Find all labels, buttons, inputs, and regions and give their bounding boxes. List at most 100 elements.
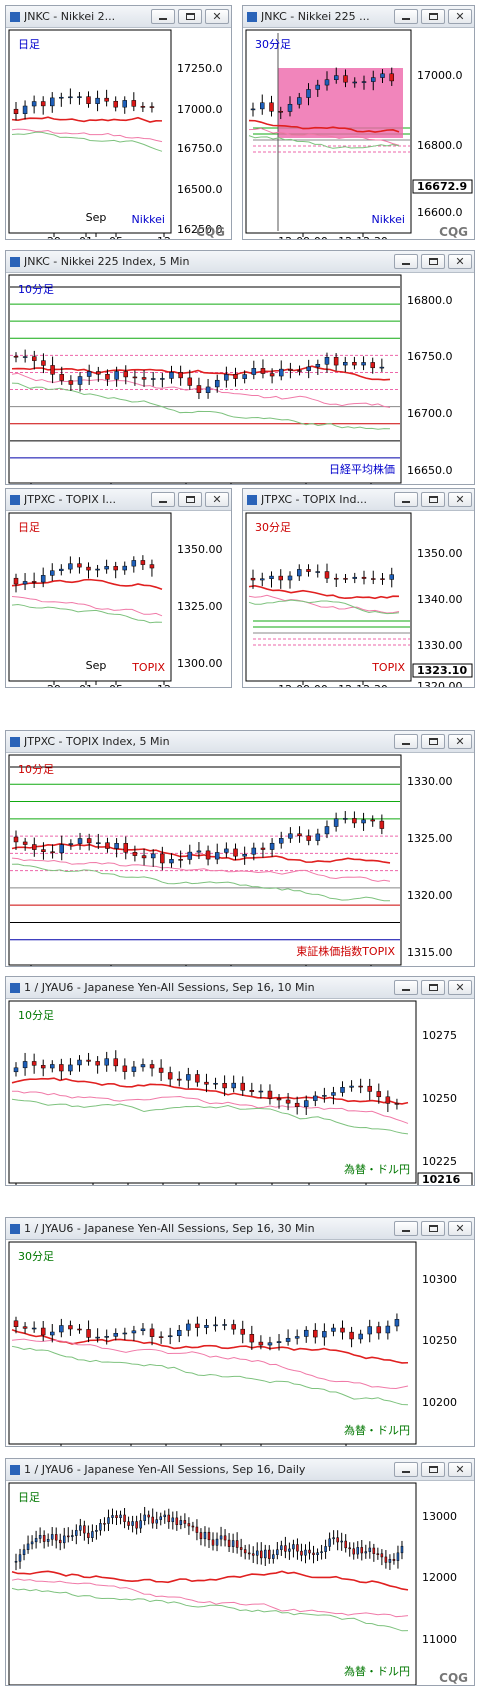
window-titlebar[interactable]: JTPXC - TOPIX Index, 5 Min ✕ xyxy=(6,731,474,753)
close-button[interactable]: ✕ xyxy=(205,492,229,507)
price-chart[interactable]: 日足 TOPIX 1350.00 1325.00 1300.00 29 01 05 Sep 12 xyxy=(6,511,231,687)
minimize-button[interactable] xyxy=(394,254,418,269)
chart-area[interactable]: 10分足為替・ドル円102751025010225102161020012-07… xyxy=(6,999,474,1185)
chart-window-p3[interactable]: JNKC - Nikkei 225 Index, 5 Min ✕ 10分足 日経平… xyxy=(5,250,475,485)
price-chart[interactable]: 30分足 Nikkei 17000.0 16800.0 16672.9 16600.0 12… xyxy=(243,28,474,239)
maximize-button[interactable] xyxy=(421,980,445,995)
maximize-button[interactable] xyxy=(421,1462,445,1477)
candle xyxy=(324,79,330,86)
window-titlebar[interactable]: JNKC - Nikkei 225 ... ✕ xyxy=(243,6,474,28)
maximize-button[interactable] xyxy=(421,492,445,507)
window-titlebar[interactable]: JTPXC - TOPIX Ind... ✕ xyxy=(243,489,474,511)
candle xyxy=(231,1082,236,1089)
window-titlebar[interactable]: JNKC - Nikkei 2... ✕ xyxy=(6,6,231,28)
window-titlebar[interactable]: 1 / JYAU6 - Japanese Yen-All Sessions, S… xyxy=(6,977,474,999)
candle xyxy=(389,574,394,580)
maximize-button[interactable] xyxy=(421,1221,445,1236)
candle xyxy=(242,854,247,857)
price-chart[interactable]: 30分足為替・ドル円10300102501020013:0019:009-21:… xyxy=(6,1240,474,1446)
minimize-button[interactable] xyxy=(394,1221,418,1236)
window-titlebar[interactable]: 1 / JYAU6 - Japanese Yen-All Sessions, S… xyxy=(6,1218,474,1240)
chart-window-p4[interactable]: JTPXC - TOPIX I... ✕ 日足 TOPIX 1350.00 1325.… xyxy=(5,488,232,688)
window-title: 1 / JYAU6 - Japanese Yen-All Sessions, S… xyxy=(24,1222,315,1235)
minimize-button[interactable] xyxy=(394,492,418,507)
candle xyxy=(349,1331,354,1340)
close-button[interactable]: ✕ xyxy=(205,9,229,24)
close-button[interactable]: ✕ xyxy=(448,254,472,269)
price-chart[interactable]: 10分足為替・ドル円102751025010225102161020012-07… xyxy=(6,999,474,1185)
chart-area[interactable]: 30分足 Nikkei 17000.0 16800.0 16672.9 16600.0 12… xyxy=(243,28,474,239)
app-icon xyxy=(10,982,20,993)
close-button[interactable]: ✕ xyxy=(448,1462,472,1477)
candle xyxy=(86,566,91,571)
maximize-button[interactable] xyxy=(421,254,445,269)
candle xyxy=(140,1328,146,1331)
chart-window-p1[interactable]: JNKC - Nikkei 2... ✕ 日足 Nikkei 17250.0 1700… xyxy=(5,5,232,240)
window-titlebar[interactable]: JTPXC - TOPIX I... ✕ xyxy=(6,489,231,511)
maximize-button[interactable] xyxy=(421,734,445,749)
candle xyxy=(54,1534,58,1541)
chart-area[interactable]: 10分足日経平均株価16800.016750.016700.016650.016… xyxy=(6,273,474,484)
chart-window-p2[interactable]: JNKC - Nikkei 225 ... ✕ 30分足 Nikkei 17000.… xyxy=(242,5,475,240)
x-axis-tick: 12 xyxy=(157,235,171,239)
candle xyxy=(315,571,320,573)
candle xyxy=(297,569,302,577)
candle xyxy=(303,1329,309,1337)
close-button[interactable]: ✕ xyxy=(448,734,472,749)
maximize-button[interactable] xyxy=(178,492,202,507)
minimize-button[interactable] xyxy=(151,9,175,24)
candle xyxy=(205,386,211,393)
chart-window-p7[interactable]: 1 / JYAU6 - Japanese Yen-All Sessions, S… xyxy=(5,976,475,1186)
chart-area[interactable]: 日足 TOPIX 1350.00 1325.00 1300.00 29 01 05 Sep 12 xyxy=(6,511,231,687)
maximize-button[interactable] xyxy=(421,9,445,24)
candle xyxy=(187,377,193,386)
candle xyxy=(167,1072,173,1080)
chart-window-p9[interactable]: 1 / JYAU6 - Japanese Yen-All Sessions, S… xyxy=(5,1458,475,1686)
minimize-button[interactable] xyxy=(394,1462,418,1477)
candle xyxy=(149,1328,155,1337)
chart-area[interactable]: 30分足 TOPIX 1350.00 1340.00 1330.00 1323.10 132… xyxy=(243,511,474,687)
minimize-button[interactable] xyxy=(151,492,175,507)
candle xyxy=(22,356,28,358)
minimize-button[interactable] xyxy=(394,980,418,995)
chart-window-p5[interactable]: JTPXC - TOPIX Ind... ✕ 30分足 TOPIX 1350.00 1… xyxy=(242,488,475,688)
candle xyxy=(306,89,311,98)
window-titlebar[interactable]: JNKC - Nikkei 225 Index, 5 Min ✕ xyxy=(6,251,474,273)
candle xyxy=(269,842,275,850)
price-chart[interactable]: 日足 Nikkei 17250.0 17000.0 16750.0 16500.0 1625… xyxy=(6,28,231,239)
candle xyxy=(260,102,265,110)
close-button[interactable]: ✕ xyxy=(448,980,472,995)
close-icon: ✕ xyxy=(455,735,465,748)
close-button[interactable]: ✕ xyxy=(448,1221,472,1236)
price-chart[interactable]: 10分足日経平均株価16800.016750.016700.016650.016… xyxy=(6,273,474,484)
chart-area[interactable]: 30分足為替・ドル円10300102501020013:0019:009-21:… xyxy=(6,1240,474,1446)
chart-area[interactable]: 10分足 東証株価指数TOPIX 1330.00 1325.00 1320.00 1315… xyxy=(6,753,474,966)
candle xyxy=(178,859,183,861)
chart-window-p6[interactable]: JTPXC - TOPIX Index, 5 Min ✕ 10分足 東証株価指数T… xyxy=(5,730,475,967)
candle xyxy=(77,376,83,385)
close-button[interactable]: ✕ xyxy=(448,492,472,507)
timeframe-label: 日足 xyxy=(18,38,40,51)
candle xyxy=(68,380,74,385)
candle xyxy=(68,96,73,99)
candle xyxy=(175,1517,179,1525)
close-button[interactable]: ✕ xyxy=(448,9,472,24)
minimize-button[interactable] xyxy=(394,9,418,24)
chart-window-p8[interactable]: 1 / JYAU6 - Japanese Yen-All Sessions, S… xyxy=(5,1217,475,1447)
maximize-button[interactable] xyxy=(178,9,202,24)
candle xyxy=(371,77,376,82)
candle xyxy=(269,373,275,377)
minimize-button[interactable] xyxy=(394,734,418,749)
window-titlebar[interactable]: 1 / JYAU6 - Japanese Yen-All Sessions, S… xyxy=(6,1459,474,1481)
candle xyxy=(376,1326,382,1334)
candle xyxy=(105,842,110,849)
candle xyxy=(158,1336,164,1338)
price-chart[interactable]: 30分足 TOPIX 1350.00 1340.00 1330.00 1323.10 132… xyxy=(243,511,474,687)
chart-area[interactable]: 日足 Nikkei 17250.0 17000.0 16750.0 16500.0 1625… xyxy=(6,28,231,239)
x-axis-tick: 12 xyxy=(157,683,171,687)
candle xyxy=(267,1090,273,1099)
candle xyxy=(392,1559,396,1561)
